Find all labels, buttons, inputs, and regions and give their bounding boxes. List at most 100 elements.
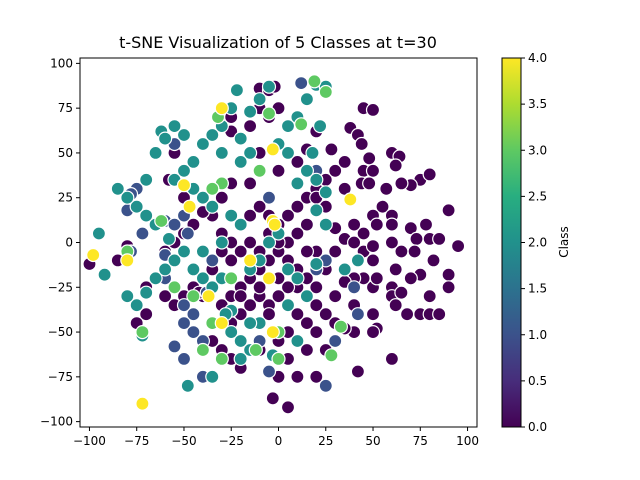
point-class-0-33 (347, 217, 362, 232)
point-class-2-6 (205, 127, 220, 143)
x-tick-label--25: −25 (219, 434, 244, 448)
point-class-2-33 (129, 298, 144, 313)
point-class-2-17 (205, 199, 220, 214)
point-class-3-2 (294, 117, 309, 132)
point-class-0-52 (403, 271, 418, 286)
point-class-2-85 (350, 253, 365, 268)
point-class-3-3 (307, 74, 322, 89)
point-class-2-36 (158, 262, 173, 277)
point-class-2-60 (290, 271, 305, 286)
point-class-0-170 (214, 190, 229, 205)
point-class-2-57 (261, 235, 277, 250)
point-class-0-63 (388, 298, 403, 313)
point-class-0-158 (271, 289, 286, 304)
point-class-4-9 (261, 271, 277, 286)
point-class-2-67 (299, 163, 314, 178)
point-class-0-155 (299, 244, 314, 259)
y-tick-label-0: 0 (65, 236, 73, 250)
point-class-0-44 (409, 231, 424, 246)
point-class-1-10 (176, 298, 192, 313)
point-class-0-89 (265, 391, 280, 406)
point-class-4-2 (176, 178, 192, 193)
point-class-2-39 (161, 231, 176, 246)
point-class-0-32 (356, 226, 371, 241)
point-class-4-0 (214, 101, 229, 116)
point-class-0-17 (365, 163, 381, 178)
point-class-2-59 (280, 262, 296, 277)
point-class-1-26 (261, 190, 277, 205)
point-class-0-161 (243, 298, 258, 313)
point-class-0-94 (309, 325, 324, 340)
point-class-2-30 (205, 369, 220, 384)
colorbar-tick-label: 4.0 (528, 51, 547, 65)
point-class-2-66 (309, 172, 324, 187)
y-axis-ticks: −100 −75 −50 −25 0 25 50 75 100 (40, 56, 80, 429)
point-class-1-11 (186, 307, 201, 322)
point-class-4-11 (120, 253, 135, 268)
x-tick-label--75: −75 (124, 434, 149, 448)
point-class-0-166 (243, 176, 258, 191)
point-class-2-13 (176, 163, 192, 178)
point-class-2-65 (318, 185, 333, 200)
point-class-0-74 (384, 351, 399, 366)
point-class-0-80 (328, 289, 343, 304)
point-class-2-3 (243, 104, 258, 119)
point-class-2-19 (233, 217, 248, 232)
point-class-3-18 (224, 271, 239, 286)
point-class-2-37 (167, 253, 182, 268)
point-class-2-42 (129, 199, 144, 214)
point-class-0-67 (422, 289, 437, 304)
point-class-0-157 (280, 280, 296, 295)
x-tick-label-50: 50 (365, 434, 380, 448)
point-class-3-10 (195, 342, 210, 358)
point-class-0-173 (271, 163, 286, 178)
point-class-0-152 (309, 280, 324, 295)
point-class-1-0 (294, 75, 309, 91)
point-class-0-132 (290, 226, 305, 241)
point-class-0-49 (432, 231, 447, 246)
point-class-2-12 (186, 154, 201, 169)
point-class-0-70 (441, 267, 456, 282)
point-class-4-12 (201, 289, 216, 304)
point-class-2-10 (214, 145, 229, 160)
point-class-2-8 (243, 145, 258, 160)
point-class-2-61 (299, 289, 314, 304)
point-class-0-19 (362, 176, 377, 191)
point-class-3-13 (271, 351, 286, 366)
point-class-0-119 (243, 208, 258, 223)
point-class-1-6 (167, 217, 182, 232)
x-tick-label-0: 0 (275, 434, 283, 448)
point-class-0-109 (139, 307, 154, 322)
point-class-0-6 (243, 118, 258, 134)
point-class-0-183 (261, 307, 277, 322)
point-class-2-52 (97, 267, 112, 282)
point-class-2-77 (290, 176, 305, 191)
point-class-0-73 (441, 203, 456, 218)
y-tick-label-100: 100 (50, 56, 73, 70)
point-class-2-7 (233, 131, 248, 146)
point-class-1-14 (176, 316, 192, 331)
point-class-2-29 (233, 351, 248, 366)
point-class-0-31 (369, 217, 384, 232)
point-class-2-43 (120, 190, 135, 205)
point-class-2-22 (186, 262, 201, 277)
point-class-2-18 (224, 208, 239, 223)
point-class-0-28 (375, 199, 390, 214)
point-class-0-15 (337, 154, 352, 169)
colorbar-tick-label: 1.5 (528, 282, 547, 296)
point-class-2-72 (299, 92, 314, 107)
point-class-3-16 (333, 319, 348, 334)
point-class-3-15 (324, 348, 339, 363)
colorbar-tick-label: 3.5 (528, 97, 547, 111)
point-class-0-72 (451, 239, 466, 254)
point-class-0-145 (243, 235, 258, 250)
point-class-3-11 (214, 351, 229, 366)
point-class-0-65 (400, 307, 415, 322)
point-class-2-84 (337, 262, 352, 277)
point-class-2-50 (167, 118, 182, 134)
point-class-0-93 (299, 342, 314, 358)
point-class-0-83 (299, 316, 314, 331)
point-class-2-82 (243, 316, 258, 331)
point-class-1-15 (167, 339, 182, 354)
